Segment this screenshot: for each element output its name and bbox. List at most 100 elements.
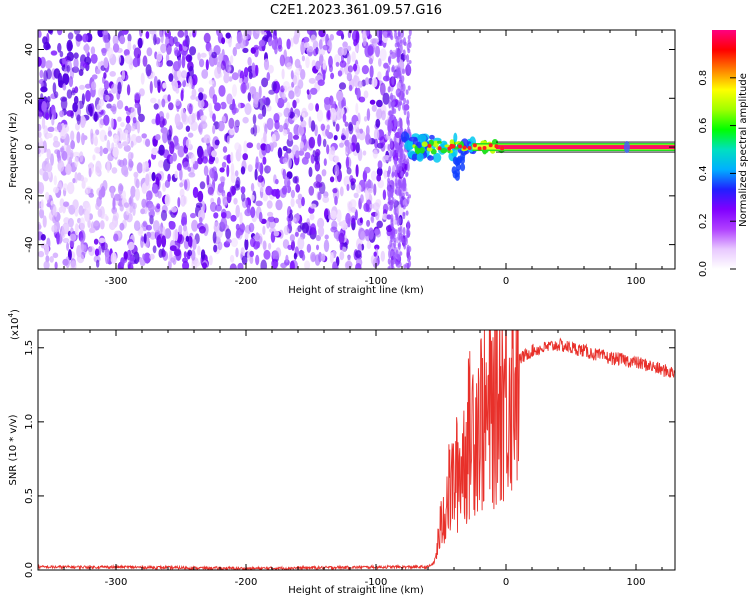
noise-blob	[315, 60, 321, 70]
noise-blob	[132, 117, 137, 124]
noise-blob	[271, 189, 279, 197]
noise-blob	[40, 80, 44, 88]
noise-blob	[133, 47, 142, 59]
y-tick-label: 0	[24, 144, 35, 150]
noise-blob	[393, 257, 397, 265]
noise-blob	[119, 222, 125, 231]
noise-blob	[246, 142, 254, 149]
noise-blob	[267, 36, 273, 47]
noise-blob	[162, 130, 168, 144]
noise-blob	[388, 110, 392, 118]
noise-blob	[98, 237, 106, 244]
noise-blob	[300, 69, 306, 80]
noise-blob	[399, 251, 403, 256]
noise-blob	[247, 56, 252, 66]
noise-blob	[50, 153, 54, 166]
svg-text:(x104): (x104)	[7, 309, 21, 340]
noise-blob	[247, 164, 253, 173]
noise-blob	[176, 163, 182, 171]
noise-blob	[326, 144, 330, 155]
noise-blob	[76, 131, 81, 144]
noise-blob	[388, 156, 392, 162]
noise-blob	[151, 171, 156, 182]
noise-blob	[343, 175, 351, 187]
noise-blob	[214, 139, 220, 146]
noise-blob	[66, 144, 71, 156]
signal-band-core	[496, 145, 675, 150]
signal-blob	[460, 163, 466, 172]
noise-blob	[236, 31, 243, 44]
noise-blob	[90, 188, 94, 195]
snr-line	[38, 330, 675, 570]
colorbar-tick-label: 0.6	[698, 118, 709, 134]
noise-blob	[306, 243, 312, 253]
noise-blob	[168, 73, 174, 82]
noise-blob	[349, 199, 357, 209]
signal-blob	[432, 152, 442, 163]
noise-blob	[217, 241, 223, 251]
noise-blob	[258, 44, 265, 52]
signal-peak	[467, 146, 472, 150]
noise-blob	[218, 53, 224, 62]
noise-blob	[247, 92, 252, 102]
noise-blob	[198, 226, 206, 234]
noise-blob	[38, 182, 45, 195]
noise-blob	[249, 237, 256, 248]
noise-blob	[371, 77, 378, 88]
noise-blob	[348, 123, 354, 135]
noise-blob	[387, 65, 391, 73]
noise-blob	[230, 163, 235, 176]
noise-blob	[74, 157, 79, 168]
y-tick-label: 0.0	[24, 562, 35, 578]
noise-blob	[117, 54, 122, 64]
noise-blob	[130, 152, 134, 159]
noise-blob	[301, 55, 305, 62]
noise-blob	[366, 241, 372, 250]
y-tick-label: 1.5	[24, 340, 35, 356]
noise-blob	[94, 248, 100, 257]
noise-blob	[283, 225, 290, 236]
noise-blob	[103, 72, 107, 79]
noise-blob	[133, 220, 141, 231]
noise-blob	[303, 42, 310, 49]
noise-blob	[347, 65, 354, 73]
noise-blob	[314, 155, 319, 162]
noise-blob	[111, 167, 118, 174]
noise-blob	[393, 207, 397, 215]
noise-blob	[324, 234, 329, 240]
noise-blob	[396, 120, 400, 127]
noise-blob	[271, 258, 279, 269]
noise-blob	[373, 251, 377, 257]
noise-blob	[308, 102, 314, 111]
noise-blob	[81, 132, 85, 146]
noise-blob	[375, 46, 380, 58]
noise-blob	[45, 163, 53, 173]
noise-blob	[187, 249, 193, 257]
noise-blob	[169, 155, 174, 164]
signal-blob	[455, 169, 460, 178]
noise-blob	[141, 198, 147, 208]
noise-blob	[387, 169, 391, 178]
y-tick-label: 1.0	[24, 414, 35, 430]
noise-blob	[217, 196, 221, 207]
noise-blob	[102, 147, 109, 154]
noise-blob	[392, 100, 396, 106]
noise-blob	[397, 254, 401, 262]
noise-blob	[263, 35, 269, 41]
noise-blob	[135, 188, 140, 201]
noise-blob	[339, 186, 344, 197]
noise-blob	[387, 258, 391, 265]
noise-blob	[67, 32, 74, 40]
noise-blob	[325, 128, 330, 137]
spectrogram-x-label: Height of straight line (km)	[288, 285, 424, 296]
noise-blob	[292, 176, 298, 184]
noise-blob	[171, 206, 178, 213]
noise-blob	[68, 76, 74, 88]
noise-blob	[38, 224, 42, 230]
noise-blob	[382, 92, 390, 105]
noise-blob	[164, 193, 171, 207]
noise-blob	[306, 30, 314, 35]
noise-blob	[359, 128, 364, 134]
noise-blob	[391, 172, 395, 178]
noise-blob	[46, 148, 51, 160]
